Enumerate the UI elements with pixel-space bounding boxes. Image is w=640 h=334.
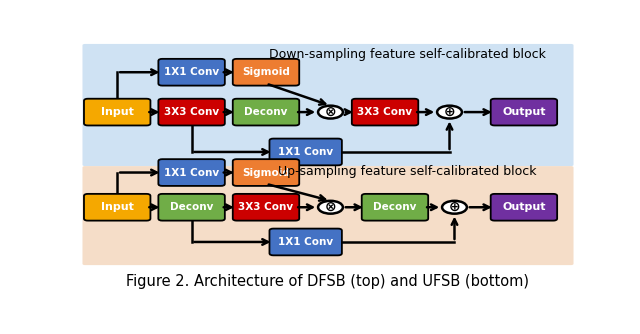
FancyBboxPatch shape [352,99,419,126]
Text: 3X3 Conv: 3X3 Conv [358,107,413,117]
FancyBboxPatch shape [158,59,225,86]
Text: Sigmoid: Sigmoid [242,168,290,178]
FancyBboxPatch shape [269,139,342,165]
Text: Deconv: Deconv [373,202,417,212]
Text: Input: Input [100,107,134,117]
Text: Sigmoid: Sigmoid [242,67,290,77]
Text: 3X3 Conv: 3X3 Conv [239,202,294,212]
Text: 1X1 Conv: 1X1 Conv [164,168,219,178]
Circle shape [318,106,343,119]
Text: ⊕: ⊕ [444,104,455,118]
FancyBboxPatch shape [84,194,150,221]
FancyBboxPatch shape [491,194,557,221]
Text: Up-sampling feature self-calibrated block: Up-sampling feature self-calibrated bloc… [278,165,536,178]
Text: Deconv: Deconv [244,107,288,117]
Text: Input: Input [100,202,134,212]
FancyBboxPatch shape [269,228,342,255]
FancyBboxPatch shape [84,99,150,126]
FancyBboxPatch shape [233,194,300,221]
Text: 1X1 Conv: 1X1 Conv [278,147,333,157]
Text: ⊗: ⊗ [324,199,336,213]
FancyBboxPatch shape [158,159,225,186]
Text: Down-sampling feature self-calibrated block: Down-sampling feature self-calibrated bl… [269,48,546,61]
Circle shape [437,106,462,119]
Text: Deconv: Deconv [170,202,213,212]
Text: ⊕: ⊕ [449,199,460,213]
Text: Output: Output [502,107,546,117]
Text: Figure 2. Architecture of DFSB (top) and UFSB (bottom): Figure 2. Architecture of DFSB (top) and… [127,274,529,289]
FancyBboxPatch shape [233,159,300,186]
FancyBboxPatch shape [158,194,225,221]
FancyBboxPatch shape [83,166,573,265]
Circle shape [318,201,343,214]
FancyBboxPatch shape [233,99,300,126]
FancyBboxPatch shape [83,44,573,166]
FancyBboxPatch shape [362,194,428,221]
Text: 1X1 Conv: 1X1 Conv [164,67,219,77]
Text: ⊗: ⊗ [324,104,336,118]
Circle shape [442,201,467,214]
Text: 1X1 Conv: 1X1 Conv [278,237,333,247]
Text: 3X3 Conv: 3X3 Conv [164,107,219,117]
Text: Output: Output [502,202,546,212]
FancyBboxPatch shape [233,59,300,86]
FancyBboxPatch shape [491,99,557,126]
FancyBboxPatch shape [158,99,225,126]
